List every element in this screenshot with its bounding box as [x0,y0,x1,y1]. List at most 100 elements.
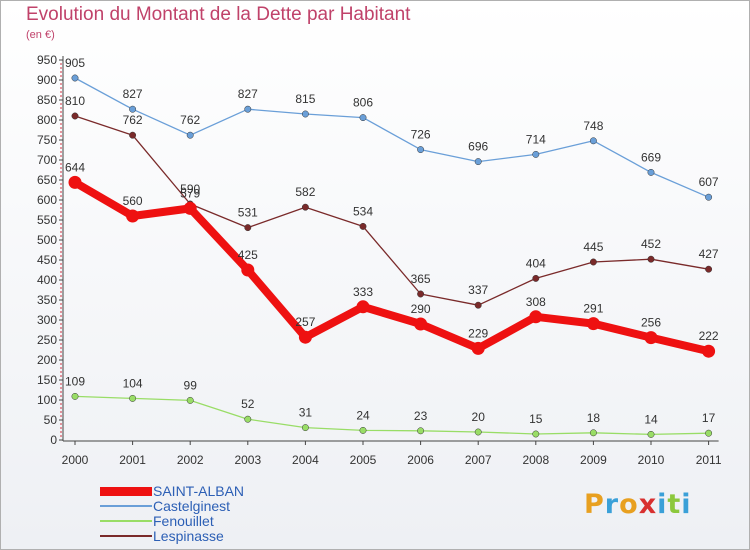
data-label: 229 [468,326,488,340]
y-minor-tick [60,103,62,105]
data-label: 590 [180,182,200,196]
y-tick-label: 950 [37,53,57,67]
data-label: 104 [123,376,143,390]
y-minor-tick [60,143,62,145]
logo-letter: P [584,489,605,520]
data-point [529,310,543,324]
y-tick-label: 650 [37,173,57,187]
data-label: 607 [699,175,719,189]
y-minor-tick [60,147,62,149]
data-point [589,258,597,266]
y-minor-tick [60,335,62,337]
data-point [474,158,482,166]
y-minor-tick [60,135,62,137]
y-minor-tick [60,163,62,165]
legend-swatch-lespinasse [100,535,152,537]
data-label: 17 [702,411,716,425]
y-minor-tick [60,247,62,249]
legend-swatch-castelginest [100,505,152,507]
y-minor-tick [60,387,62,389]
y-tick-label: 450 [37,253,57,267]
data-label: 337 [468,283,488,297]
y-minor-tick [60,415,62,417]
data-label: 905 [65,56,85,70]
x-tick-label: 2009 [580,453,607,467]
x-tick-label: 2003 [234,453,261,467]
data-label: 560 [123,194,143,208]
y-minor-tick [60,243,62,245]
data-label: 815 [295,92,315,106]
series-line-castelginest [74,77,710,198]
data-point [359,114,367,122]
y-minor-tick [60,403,62,405]
data-label: 14 [644,412,658,426]
y-minor-tick [60,191,62,193]
data-label: 726 [411,128,431,142]
data-label: 18 [587,411,601,425]
y-minor-tick [60,131,62,133]
y-tick-label: 200 [37,353,57,367]
x-tick-label: 2000 [62,453,89,467]
data-point [301,110,309,118]
data-label: 810 [65,94,85,108]
y-minor-tick [60,107,62,109]
x-tick-label: 2008 [522,453,549,467]
y-tick-label: 100 [37,393,57,407]
data-point [647,168,655,176]
data-label: 748 [583,119,603,133]
legend-label: Fenouillet [153,513,214,529]
logo-letter: i [681,489,692,520]
y-minor-tick [60,295,62,297]
data-label: 52 [241,397,255,411]
y-minor-tick [60,423,62,425]
data-point [183,201,197,215]
logo-letter: i [657,489,668,520]
y-minor-tick [60,251,62,253]
y-tick-label: 900 [37,73,57,87]
data-point [705,265,713,273]
y-minor-tick [60,203,62,205]
data-point [68,175,82,189]
y-minor-tick [60,363,62,365]
data-point [647,255,655,263]
y-minor-tick [60,407,62,409]
legend-item-fenouillet: Fenouillet [100,513,360,529]
y-minor-tick [60,271,62,273]
data-point [244,105,252,113]
series-line-lespinasse [74,115,710,306]
data-label: 582 [295,185,315,199]
data-point [417,290,425,298]
legend-label: SAINT-ALBAN [153,483,245,499]
y-minor-tick [60,267,62,269]
y-minor-tick [60,227,62,229]
y-minor-tick [60,427,62,429]
data-point [186,396,194,404]
data-label: 762 [123,113,143,127]
x-tick-label: 2005 [350,453,377,467]
y-minor-tick [60,155,62,157]
legend-item-lespinasse: Lespinasse [100,528,360,544]
y-minor-tick [60,127,62,129]
data-point [417,146,425,154]
data-point [126,209,140,223]
y-minor-tick [60,307,62,309]
data-label: 452 [641,237,661,251]
proxiti-logo: Proxiti [584,489,692,520]
data-label: 99 [184,378,198,392]
legend-item-saint-alban: SAINT-ALBAN [100,483,360,499]
y-minor-tick [60,235,62,237]
y-minor-tick [60,375,62,377]
y-tick-label: 350 [37,293,57,307]
y-minor-tick [60,371,62,373]
data-point [589,429,597,437]
logo-letter: t [667,489,682,520]
x-tick-label: 2006 [407,453,434,467]
x-tick-label: 2007 [465,453,492,467]
y-minor-tick [60,391,62,393]
y-minor-tick [60,211,62,213]
data-point [532,274,540,282]
data-label: 404 [526,256,546,270]
y-minor-tick [60,351,62,353]
y-tick-label: 50 [44,413,58,427]
